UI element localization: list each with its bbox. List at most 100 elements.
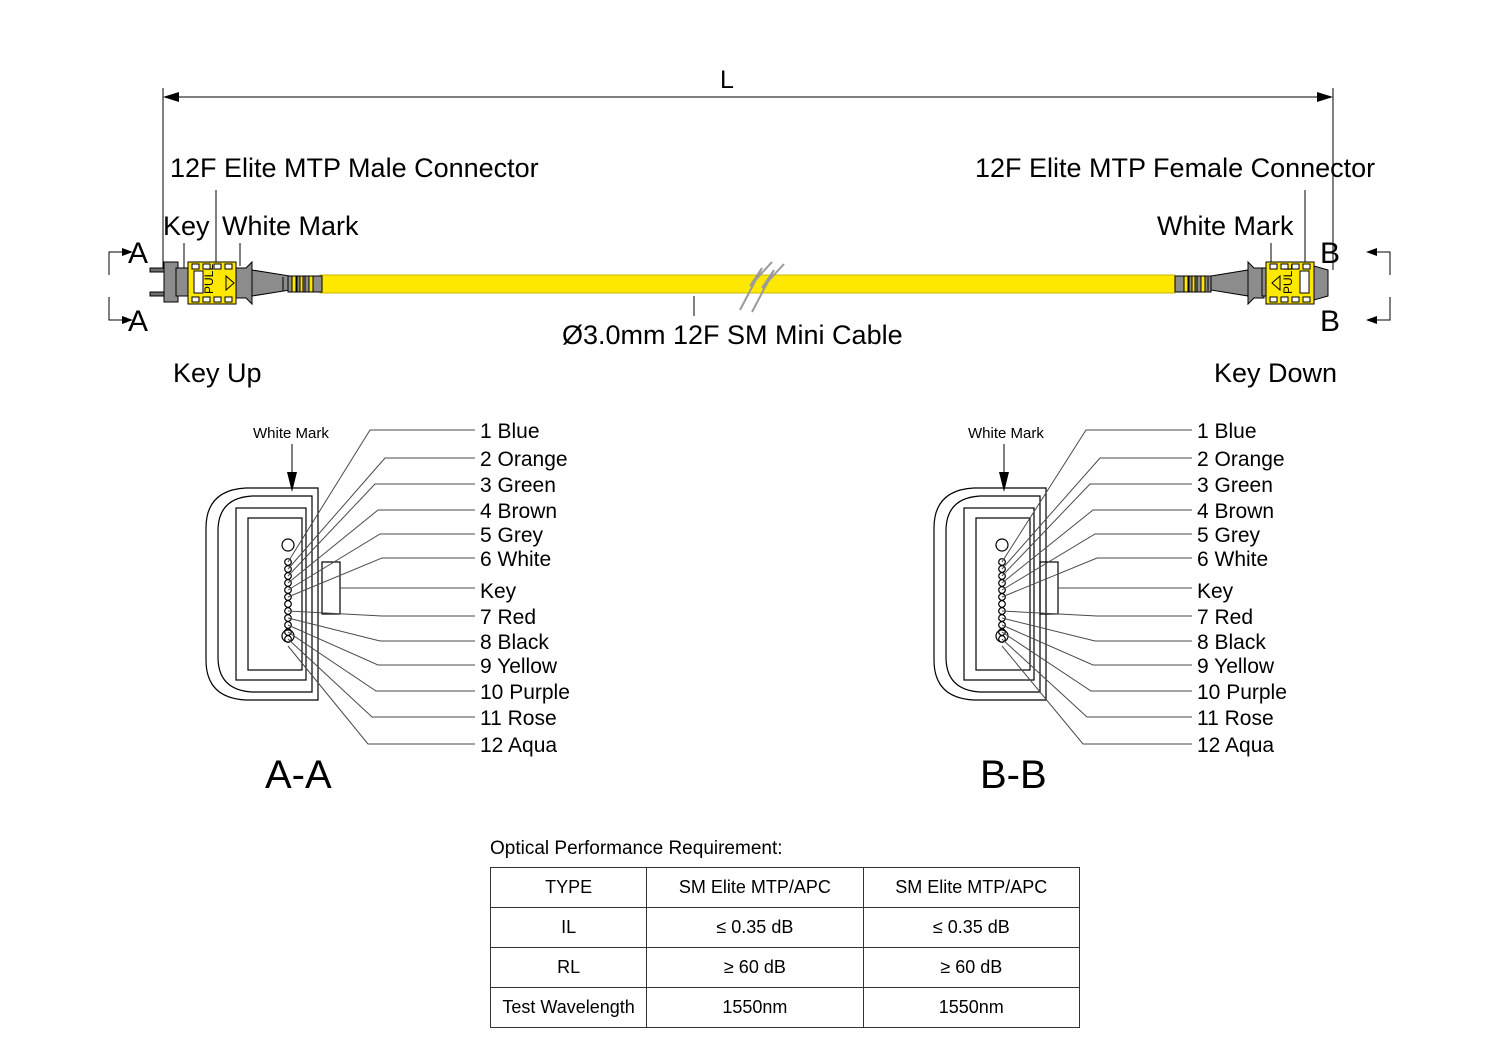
table-cell: 1550nm <box>862 987 1081 1028</box>
section-a-fiber-label: 5 Grey <box>480 524 544 547</box>
strain-relief-right <box>1210 269 1249 297</box>
ferrule-right <box>1313 265 1329 301</box>
section-a-leaders <box>287 429 475 745</box>
boot-flare-left <box>235 260 253 306</box>
section-b-outline-3 <box>963 507 1035 681</box>
section-a-fiber-label: 2 Orange <box>480 448 568 471</box>
table-cell: ≤ 0.35 dB <box>646 907 864 948</box>
section-a-fiber-label: 8 Black <box>480 631 549 654</box>
section-mark-b-bottom: B <box>1320 297 1391 338</box>
section-b-fiber-label: 10 Purple <box>1197 681 1287 704</box>
section-b-fiber-label: 3 Green <box>1197 474 1273 497</box>
table-row: RL ≥ 60 dB ≥ 60 dB <box>489 947 1081 988</box>
section-a-fiber-label: 4 Brown <box>480 500 557 523</box>
table-cell: Test Wavelength <box>489 987 648 1028</box>
section-b-fiber-label: 7 Red <box>1197 606 1253 629</box>
section-b-outline-2 <box>945 495 1041 693</box>
section-a-guide-hole-top <box>281 538 295 552</box>
table-cell: 1550nm <box>646 987 864 1028</box>
pull-text-right: PULL <box>1281 264 1295 294</box>
right-female-connector: PULL <box>1174 260 1329 306</box>
section-b-leaders <box>1001 429 1192 745</box>
section-b-guide-hole-top <box>995 538 1009 552</box>
section-a-fiber-label: 7 Red <box>480 606 536 629</box>
left-connector-label: 12F Elite MTP Male Connector <box>170 153 539 183</box>
table-cell: ≤ 0.35 dB <box>862 907 1081 948</box>
section-a-caption: A-A <box>265 753 332 797</box>
table-header-cell: SM Elite MTP/APC <box>862 867 1081 908</box>
section-mark-a-top: A <box>108 237 148 275</box>
table-header-row: TYPE SM Elite MTP/APC SM Elite MTP/APC <box>489 867 1081 908</box>
cable-break-symbol <box>739 261 785 313</box>
section-a-fiber-label: 10 Purple <box>480 681 570 704</box>
section-a-outline-3 <box>235 507 307 681</box>
section-b-fiber-label: 11 Rose <box>1197 707 1274 730</box>
table-cell: IL <box>489 907 648 948</box>
section-a-key-label: Key <box>480 580 517 603</box>
strain-relief-left <box>251 269 291 297</box>
section-b-fiber-label: 5 Grey <box>1197 524 1261 547</box>
white-mark-strip-left <box>193 270 204 294</box>
key-label: Key <box>163 211 210 241</box>
section-a-fiber-labels: 1 Blue 2 Orange 3 Green 4 Brown 5 Grey 6… <box>480 420 570 757</box>
section-b-caption: B-B <box>980 753 1047 797</box>
section-b-fiber-label: 9 Yellow <box>1197 655 1275 678</box>
table-cell: RL <box>489 947 648 988</box>
section-a-fiber-label: 12 Aqua <box>480 734 557 757</box>
table-header-cell: SM Elite MTP/APC <box>646 867 864 908</box>
dim-arrow-left <box>163 92 179 102</box>
table-row: Test Wavelength 1550nm 1550nm <box>489 987 1081 1028</box>
section-b-fiber-label: 8 Black <box>1197 631 1266 654</box>
optical-performance-block: Optical Performance Requirement: TYPE SM… <box>489 838 1090 1028</box>
optical-performance-table: TYPE SM Elite MTP/APC SM Elite MTP/APC I… <box>489 867 1081 1028</box>
section-a-fiber-label: 3 Green <box>480 474 556 497</box>
section-a-top-letter: A <box>128 237 148 270</box>
boot-flare-right <box>1247 260 1265 306</box>
section-a-fiber-label: 9 Yellow <box>480 655 558 678</box>
table-row: IL ≤ 0.35 dB ≤ 0.35 dB <box>489 907 1081 948</box>
section-a-fiber-label: 6 White <box>480 548 551 571</box>
housing-teeth-right <box>1269 263 1311 303</box>
optical-table-caption: Optical Performance Requirement: <box>490 838 783 859</box>
section-b-bottom-letter: B <box>1320 305 1340 338</box>
left-male-connector: PULL <box>149 260 323 306</box>
table-header-cell: TYPE <box>489 867 648 908</box>
key-up-label: Key Up <box>173 358 262 388</box>
table-cell: ≥ 60 dB <box>862 947 1081 988</box>
section-b-fiber-label: 2 Orange <box>1197 448 1285 471</box>
section-mark-a-bottom: A <box>108 297 148 338</box>
section-b-outline-4 <box>975 517 1031 671</box>
section-a-bottom-letter: A <box>128 305 148 338</box>
section-a-outline-2 <box>217 495 313 693</box>
key-down-label: Key Down <box>1214 358 1337 388</box>
white-mark-label-right: White Mark <box>1157 211 1294 241</box>
section-b-fiber-holes <box>998 558 1006 643</box>
section-b-fiber-label: 1 Blue <box>1197 420 1257 443</box>
section-b-white-mark-arrow <box>999 472 1009 492</box>
pull-arrow-left <box>225 274 235 292</box>
section-a-fiber-label: 11 Rose <box>480 707 557 730</box>
section-view-a-a: White Mark <box>205 420 570 797</box>
section-view-b-b: White Mark <box>933 420 1287 797</box>
white-mark-label-left: White Mark <box>222 211 359 241</box>
section-a-fiber-holes <box>284 558 292 643</box>
table-cell: ≥ 60 dB <box>646 947 864 988</box>
section-a-white-mark-label: White Mark <box>253 425 329 442</box>
housing-teeth-left <box>191 263 233 303</box>
right-connector-label: 12F Elite MTP Female Connector <box>975 153 1375 183</box>
section-b-key-slot <box>1039 561 1059 615</box>
tube-markings-right <box>1183 275 1209 293</box>
section-a-fiber-label: 1 Blue <box>480 420 540 443</box>
section-a-outline-4 <box>247 517 303 671</box>
section-mark-b-top: B <box>1320 237 1391 275</box>
section-b-fiber-label: 4 Brown <box>1197 500 1274 523</box>
tube-markings-left <box>282 275 314 293</box>
pull-text-left: PULL <box>202 264 216 294</box>
section-a-key-slot <box>321 561 341 615</box>
fiber-cable <box>319 274 1176 294</box>
section-a-white-mark-arrow <box>287 472 297 492</box>
white-mark-strip-right <box>1299 270 1310 294</box>
section-b-fiber-label: 12 Aqua <box>1197 734 1274 757</box>
